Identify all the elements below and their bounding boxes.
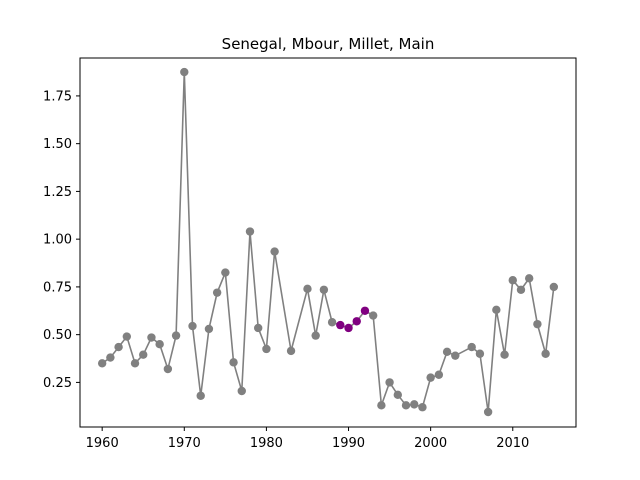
data-point [483,407,493,417]
data-point [516,285,526,294]
data-point [130,359,140,368]
data-point [319,285,329,294]
data-point [204,324,214,334]
y-tick-label: 0.50 [43,328,72,343]
highlighted-data-point [344,323,353,333]
data-point [377,401,386,410]
data-point [533,319,542,329]
data-point [221,268,230,277]
x-tick-label: 1990 [332,436,365,451]
x-tick-label: 2010 [496,436,529,451]
data-point [426,373,435,382]
data-point [327,318,337,327]
data-point [410,400,419,409]
highlighted-data-point [360,306,370,315]
axes-frame [79,57,577,428]
data-point [155,340,164,349]
data-point [475,349,485,358]
data-point [196,391,205,400]
data-point [188,321,197,331]
y-tick-label: 1.00 [43,233,72,248]
series-line [101,72,555,413]
data-point [508,276,517,285]
y-axis: 0.25 0.50 0.75 1.00 1.25 1.50 1.75 [43,89,80,391]
data-point [171,331,181,340]
data-point [303,284,312,294]
y-tick-label: 1.25 [43,185,72,200]
data-point [254,323,263,333]
x-tick-label: 1980 [250,436,283,451]
data-point [262,344,271,354]
data-point [212,288,222,297]
data-point [114,342,123,352]
data-point [270,247,279,256]
highlighted-data-point [336,320,345,330]
data-point [467,342,476,352]
data-point [492,305,501,315]
y-tick-label: 1.50 [43,137,72,152]
data-point [139,350,148,359]
data-point [451,351,460,360]
x-axis: 1960 1970 1980 1990 2000 2010 [86,427,529,451]
chart-title: Senegal, Mbour, Millet, Main [222,35,435,53]
data-point [311,331,320,340]
data-point [97,359,107,368]
data-point [442,347,452,357]
x-tick-label: 1970 [168,436,201,451]
data-point [229,358,238,367]
data-point [500,350,509,359]
data-point [385,378,394,387]
series-markers [97,67,559,417]
data-point [418,403,427,412]
data-point [163,364,173,374]
x-tick-label: 1960 [86,436,119,451]
data-point [434,370,444,379]
data-point [245,227,255,236]
x-tick-label: 2000 [414,436,447,451]
data-point [180,67,189,77]
data-point [106,353,115,362]
data-point [541,349,550,358]
y-tick-label: 1.75 [43,89,72,104]
data-point [368,311,378,320]
data-point [147,333,156,342]
data-point [393,390,402,400]
data-point [549,282,559,292]
y-tick-label: 0.75 [43,280,72,295]
data-point [401,401,411,410]
data-point [286,346,296,356]
data-point [237,386,246,396]
y-tick-label: 0.25 [43,376,72,391]
data-point [524,274,534,283]
highlighted-data-point [352,317,361,326]
data-point [122,332,132,341]
